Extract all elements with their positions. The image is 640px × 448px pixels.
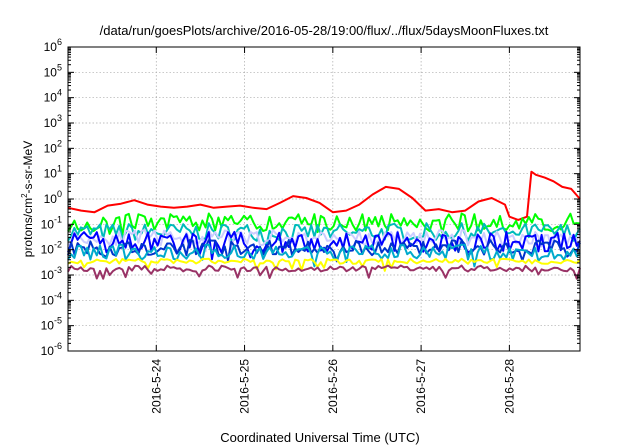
y-tick-label: 10-6	[41, 341, 62, 358]
y-axis-label: protons/cm2-s-sr-MeV	[20, 141, 35, 257]
series-line	[67, 230, 581, 261]
y-tick-label: 106	[44, 37, 62, 54]
series-line	[67, 170, 581, 221]
series-line	[67, 239, 581, 263]
y-axis-ticks: 10-6 10-5 10-4 10-3 10-2 10-1 100 101 102 103 104 1…	[41, 37, 580, 358]
y-tick-label: 10-3	[41, 265, 62, 282]
y-tick-label: 104	[44, 88, 62, 105]
x-axis-label: Coordinated Universal Time (UTC)	[220, 430, 419, 445]
chart-title: /data/run/goesPlots/archive/2016-05-28/1…	[100, 23, 549, 38]
y-tick-label: 103	[44, 113, 62, 130]
y-tick-label: 10-2	[41, 240, 62, 257]
series-lines	[67, 170, 581, 280]
y-tick-label: 102	[44, 138, 62, 155]
y-tick-label: 100	[44, 189, 62, 206]
y-tick-label: 10-5	[41, 316, 62, 333]
series-line	[67, 257, 581, 272]
series-line	[67, 212, 581, 237]
y-tick-label: 10-1	[41, 214, 62, 231]
series-line	[67, 264, 581, 280]
y-tick-label: 101	[44, 164, 62, 181]
y-tick-label: 105	[44, 62, 62, 79]
x-tick-label: 2016-5-24	[149, 359, 163, 414]
y-tick-label: 10-4	[41, 290, 62, 307]
x-tick-label: 2016-5-25	[238, 359, 252, 414]
x-tick-label: 2016-5-27	[414, 359, 428, 414]
x-tick-label: 2016-5-26	[326, 359, 340, 414]
grid-lines	[68, 47, 580, 351]
x-tick-label: 2016-5-28	[502, 359, 516, 414]
series-line	[67, 243, 581, 268]
x-axis-ticks: 2016-5-24 2016-5-25 2016-5-26 2016-5-27 2016…	[149, 47, 516, 414]
